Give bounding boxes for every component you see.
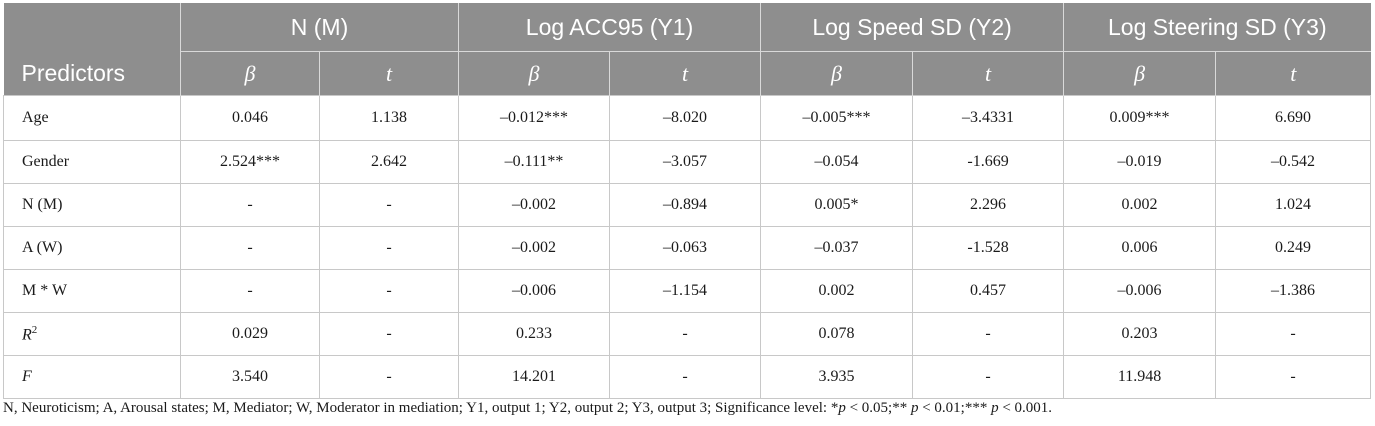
header-sub-t: t <box>318 51 459 96</box>
row-label: Gender <box>3 140 181 184</box>
table-cell: –0.006 <box>1063 269 1217 313</box>
footnote-p: p <box>991 400 999 416</box>
table-cell: –0.894 <box>609 183 762 227</box>
r-symbol: R <box>22 326 32 344</box>
row-label: Age <box>3 95 181 141</box>
table-cell: - <box>318 269 460 313</box>
header-group-log-acc95: Log ACC95 (Y1) <box>458 3 761 52</box>
table-cell: 6.690 <box>1215 95 1372 141</box>
table-cell: -1.528 <box>912 226 1065 270</box>
table-cell: 3.935 <box>760 355 914 399</box>
table-cell: 0.002 <box>1063 183 1217 227</box>
header-sub-beta: β <box>760 51 913 96</box>
table-row: R2 0.029 - 0.233 - 0.078 - 0.203 - <box>3 312 1372 356</box>
table-cell: –0.012*** <box>458 95 611 141</box>
regression-table-container: Predictors N (M) Log ACC95 (Y1) Log Spee… <box>3 3 1372 399</box>
table-cell: - <box>318 183 460 227</box>
table-cell: - <box>318 312 460 356</box>
table-cell: 2.296 <box>912 183 1065 227</box>
footnote-text: < 0.01;*** <box>918 400 992 416</box>
table-cell: 0.029 <box>180 312 320 356</box>
table-cell: 0.046 <box>180 95 320 141</box>
table-cell: 2.642 <box>318 140 460 184</box>
header-sub-beta: β <box>458 51 610 96</box>
table-cell: –0.037 <box>760 226 914 270</box>
header-sub-beta: β <box>180 51 320 96</box>
table-cell: –0.063 <box>609 226 762 270</box>
header-group-log-speed-sd: Log Speed SD (Y2) <box>760 3 1064 52</box>
table-cell: - <box>318 355 460 399</box>
table-cell: 0.249 <box>1215 226 1372 270</box>
table-cell: -1.669 <box>912 140 1065 184</box>
row-label-f: F <box>3 355 181 399</box>
table-cell: –0.054 <box>760 140 914 184</box>
table-row: A (W) - - –0.002 –0.063 –0.037 -1.528 0.… <box>3 226 1372 270</box>
header-sub-beta: β <box>1063 51 1216 96</box>
table-row: N (M) - - –0.002 –0.894 0.005* 2.296 0.0… <box>3 183 1372 227</box>
header-row-groups: Predictors N (M) Log ACC95 (Y1) Log Spee… <box>3 3 1371 96</box>
header-sub-t: t <box>912 51 1064 96</box>
row-label: N (M) <box>3 183 181 227</box>
table-cell: 0.457 <box>912 269 1065 313</box>
table-cell: –3.057 <box>609 140 762 184</box>
table-cell: –3.4331 <box>912 95 1065 141</box>
footnote-text: < 0.001. <box>998 400 1053 416</box>
table-cell: –8.020 <box>609 95 762 141</box>
header-sub-t: t <box>609 51 761 96</box>
table-row: Gender 2.524*** 2.642 –0.111** –3.057 –0… <box>3 140 1372 184</box>
table-cell: - <box>318 226 460 270</box>
table-cell: - <box>180 183 320 227</box>
f-symbol: F <box>22 368 32 385</box>
table-cell: 14.201 <box>458 355 611 399</box>
table-cell: - <box>180 226 320 270</box>
regression-table: Predictors N (M) Log ACC95 (Y1) Log Spee… <box>3 3 1372 399</box>
r-superscript: 2 <box>31 323 38 336</box>
table-row: M * W - - –0.006 –1.154 0.002 0.457 –0.0… <box>3 269 1372 313</box>
footnote-text: N, Neuroticism; A, Arousal states; M, Me… <box>3 400 839 416</box>
table-cell: –1.154 <box>609 269 762 313</box>
table-cell: 1.138 <box>318 95 460 141</box>
table-cell: 0.006 <box>1063 226 1217 270</box>
table-row: Age 0.046 1.138 –0.012*** –8.020 –0.005*… <box>3 95 1372 141</box>
table-cell: 0.005* <box>760 183 914 227</box>
table-cell: - <box>912 312 1065 356</box>
footnote-text: < 0.05;** <box>845 400 911 416</box>
table-cell: –1.386 <box>1215 269 1372 313</box>
row-label: A (W) <box>3 226 181 270</box>
header-row-sub: β t β t β t β t <box>4 51 1371 96</box>
table-cell: 0.233 <box>458 312 611 356</box>
table-cell: 0.002 <box>760 269 914 313</box>
header-group-n-m: N (M) <box>179 3 459 52</box>
table-cell: - <box>1215 355 1372 399</box>
table-cell: –0.002 <box>458 183 611 227</box>
table-cell: - <box>180 269 320 313</box>
footnote-p: p <box>838 400 846 416</box>
table-cell: 11.948 <box>1063 355 1217 399</box>
row-label-r-squared: R2 <box>3 312 181 356</box>
table-row: F 3.540 - 14.201 - 3.935 - 11.948 - <box>3 355 1372 399</box>
table-cell: 0.203 <box>1063 312 1217 356</box>
footnote-p: p <box>910 400 919 416</box>
table-cell: - <box>609 355 762 399</box>
table-cell: - <box>1215 312 1372 356</box>
table-cell: –0.542 <box>1215 140 1372 184</box>
table-cell: 0.078 <box>760 312 914 356</box>
table-cell: 0.009*** <box>1063 95 1217 141</box>
row-label: M * W <box>3 269 181 313</box>
header-group-log-steering-sd: Log Steering SD (Y3) <box>1063 3 1371 52</box>
table-cell: - <box>609 312 762 356</box>
header-sub-t: t <box>1215 51 1371 96</box>
table-cell: 3.540 <box>180 355 320 399</box>
table-cell: –0.111** <box>458 140 611 184</box>
table-cell: 2.524*** <box>180 140 320 184</box>
table-footnote: N, Neuroticism; A, Arousal states; M, Me… <box>3 400 1052 417</box>
table-cell: - <box>912 355 1065 399</box>
table-cell: 1.024 <box>1215 183 1372 227</box>
header-predictors: Predictors <box>3 3 181 96</box>
table-cell: –0.005*** <box>760 95 914 141</box>
table-cell: –0.006 <box>458 269 611 313</box>
table-cell: –0.002 <box>458 226 611 270</box>
table-cell: –0.019 <box>1063 140 1217 184</box>
